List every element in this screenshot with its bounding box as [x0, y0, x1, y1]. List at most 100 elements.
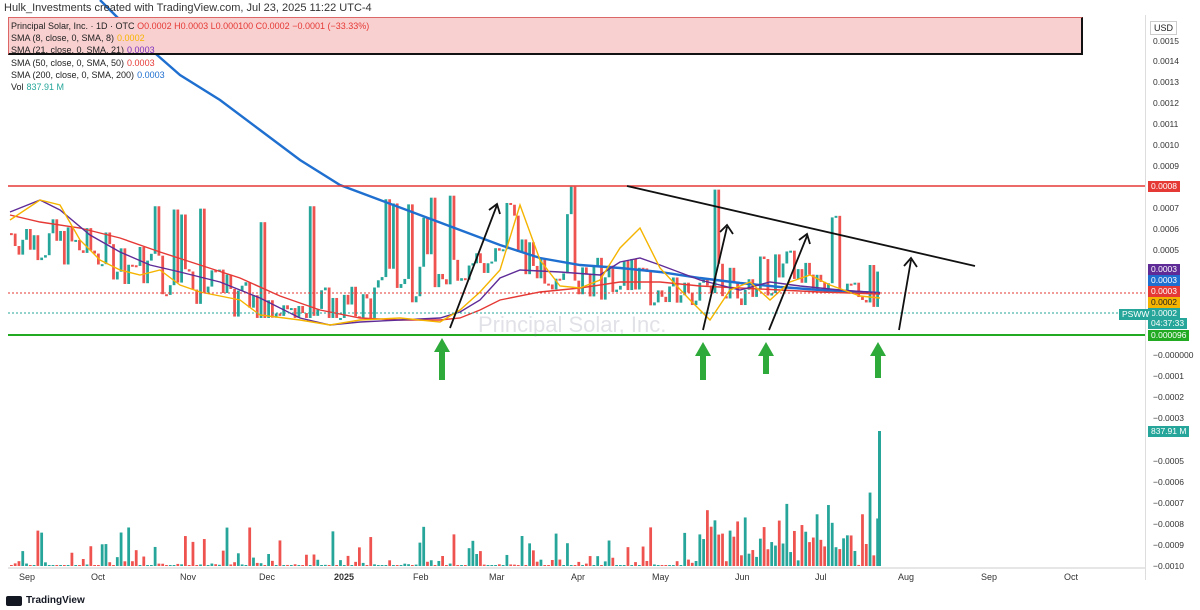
- volume-bar: [218, 564, 221, 566]
- price-axis[interactable]: [1145, 15, 1200, 580]
- candle: [339, 317, 342, 320]
- candle: [796, 269, 800, 279]
- legend-sma50[interactable]: SMA (50, close, 0, SMA, 50) 0.0003: [11, 57, 155, 68]
- candle: [361, 294, 365, 318]
- candle: [327, 287, 331, 318]
- volume-bar: [131, 561, 134, 566]
- candle: [528, 242, 531, 275]
- candle: [433, 197, 437, 288]
- volume-bar: [274, 565, 278, 566]
- candle: [78, 239, 81, 251]
- candle: [497, 248, 501, 251]
- volume-bar: [293, 564, 297, 566]
- y-tick: −0.0002: [1153, 392, 1184, 402]
- candle: [437, 273, 441, 288]
- symbol-watermark: Principal Solar, Inc.: [478, 312, 667, 337]
- candle: [365, 294, 369, 299]
- volume-bar: [770, 542, 774, 566]
- candle: [199, 208, 202, 304]
- candle: [637, 267, 641, 290]
- candle: [354, 286, 357, 317]
- candle: [36, 235, 40, 261]
- candle: [634, 258, 637, 290]
- volume-bar: [244, 565, 248, 566]
- candle: [350, 286, 354, 305]
- legend-highlight-box: [8, 17, 1083, 55]
- candle: [539, 259, 543, 279]
- volume-bar: [592, 565, 596, 566]
- candle: [426, 217, 429, 255]
- legend-volume[interactable]: Vol 837.91 M: [11, 82, 65, 93]
- candle: [562, 273, 566, 280]
- volume-bar: [554, 533, 558, 566]
- candle: [399, 284, 403, 288]
- volume-bar: [149, 565, 153, 566]
- volume-bar: [445, 565, 448, 566]
- candle: [248, 282, 252, 308]
- volume-bar: [528, 543, 531, 566]
- volume-bar: [403, 563, 407, 566]
- candle: [346, 294, 350, 305]
- candle: [804, 262, 808, 283]
- candle: [278, 313, 282, 316]
- y-tick: 0.0009: [1153, 161, 1179, 171]
- volume-bar: [758, 538, 762, 566]
- legend-sma21[interactable]: SMA (21, close, 0, SMA, 21) 0.0003: [11, 45, 155, 56]
- support-arrow-3: [758, 342, 774, 374]
- volume-bar: [380, 565, 384, 566]
- volume-bar: [297, 565, 301, 566]
- volume-bar: [747, 553, 751, 566]
- candle: [509, 202, 513, 205]
- volume-bar: [766, 549, 770, 566]
- volume-bar: [550, 559, 554, 566]
- volume-bar: [312, 554, 316, 566]
- candle: [830, 217, 834, 284]
- volume-bar: [134, 550, 138, 566]
- up-arrow-1: [449, 202, 501, 329]
- volume-bar: [448, 563, 452, 566]
- volume-bar: [838, 549, 842, 566]
- volume-bar: [532, 550, 535, 566]
- candle: [134, 265, 138, 268]
- candle: [876, 271, 879, 307]
- volume-bar: [153, 546, 157, 566]
- candle: [724, 296, 728, 299]
- candle: [202, 208, 206, 293]
- candle: [112, 244, 115, 280]
- candle: [448, 195, 452, 285]
- candle: [675, 277, 679, 303]
- volume-bar: [698, 534, 702, 566]
- volume-bar: [751, 550, 755, 566]
- x-tick: Sep: [981, 572, 998, 582]
- volume-bar: [740, 555, 743, 566]
- legend-sma200[interactable]: SMA (200, close, 0, SMA, 200) 0.0003: [11, 69, 165, 80]
- volume-bar: [728, 530, 732, 566]
- candle: [331, 297, 335, 318]
- candle: [17, 246, 21, 255]
- candle: [40, 257, 44, 261]
- candle: [274, 313, 278, 318]
- volume-bar: [743, 517, 747, 566]
- volume-bar: [641, 546, 645, 566]
- volume-bar: [66, 565, 70, 566]
- volume-bar: [876, 518, 879, 566]
- volume-bar: [339, 560, 342, 566]
- volume-bar: [350, 565, 354, 566]
- candle: [872, 265, 876, 307]
- up-arrow-4: [898, 256, 918, 331]
- volume-bar: [13, 563, 17, 566]
- currency-selector[interactable]: USD: [1150, 21, 1178, 35]
- candle: [380, 277, 384, 281]
- volume-bar: [271, 560, 274, 566]
- volume-bar: [516, 565, 520, 566]
- legend-sma8[interactable]: SMA (8, close, 0, SMA, 8) 0.0002: [11, 33, 145, 44]
- candle: [384, 199, 388, 278]
- candle: [857, 282, 861, 298]
- volume-bar: [418, 542, 422, 566]
- candle: [407, 204, 410, 279]
- volume-bar: [486, 565, 490, 566]
- candle: [221, 269, 225, 293]
- candle: [418, 266, 422, 297]
- tradingview-footer[interactable]: TradingView: [6, 595, 85, 606]
